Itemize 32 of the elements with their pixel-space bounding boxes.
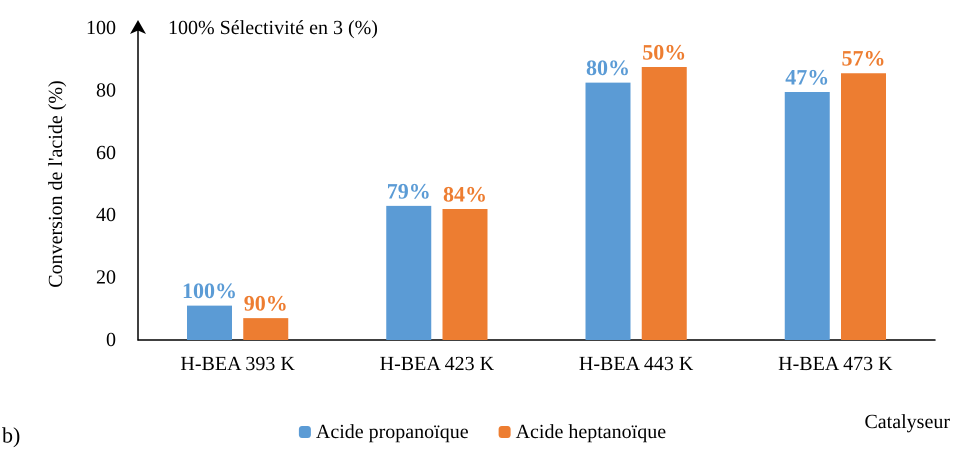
x-tick-label: H-BEA 443 K [578,353,694,375]
y-axis-title: Conversion de l'acide (%) [45,80,67,288]
bar [586,82,630,340]
x-tick-label: H-BEA 423 K [380,353,495,375]
x-axis-title: Catalyseur [864,411,950,433]
bar [841,73,886,340]
annotation: 90% [244,290,288,316]
bar [442,208,488,340]
bar [642,67,687,340]
annotation: 79% [386,178,431,204]
annotation: 100% [182,278,237,304]
annotation: 84% [443,181,487,206]
annotation: 80% [586,55,630,80]
y-tick-label: 60 [96,142,116,164]
text: b) [2,422,20,448]
y-tick-label: 0 [106,329,116,351]
x-tick-label: H-BEA 473 K [778,353,894,375]
y-tick-label: 20 [96,266,116,289]
x-tick-label: H-BEA 393 K [180,353,296,375]
bar [386,206,432,340]
legend-label: Acide propanoïque [316,421,469,443]
annotation: 100% Sélectivité en 3 (%) [168,17,378,39]
bar [243,318,288,340]
y-tick-label: 40 [96,204,116,226]
annotation: 47% [785,64,830,90]
annotation: 50% [642,40,686,64]
annotation: 57% [842,46,886,71]
y-tick-label: 80 [96,79,116,102]
bar [784,92,830,340]
legend-label: Acide heptanoïque [516,421,666,443]
bar [187,306,232,340]
y-tick-label: 100 [86,17,116,39]
